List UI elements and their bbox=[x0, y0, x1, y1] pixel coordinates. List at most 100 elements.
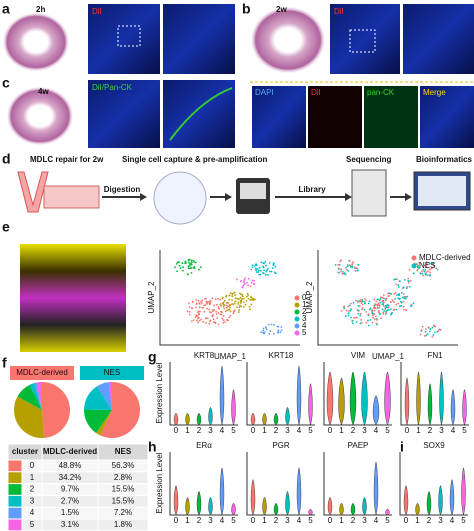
pie-slice bbox=[96, 410, 112, 436]
umap-point bbox=[407, 281, 410, 284]
umap-point bbox=[384, 298, 386, 300]
umap-point bbox=[359, 314, 362, 317]
umap-point bbox=[274, 265, 277, 268]
umap-point bbox=[399, 305, 401, 308]
umap-point bbox=[361, 303, 364, 306]
x-tick-label: 1 bbox=[185, 426, 190, 435]
umap-point bbox=[361, 300, 364, 303]
x-tick-label: 1 bbox=[415, 516, 420, 525]
umap-point bbox=[399, 300, 402, 303]
zoom-box bbox=[117, 25, 141, 47]
violin bbox=[349, 371, 357, 426]
x-tick-label: 3 bbox=[362, 516, 367, 525]
violin bbox=[285, 407, 290, 426]
umap-point bbox=[430, 267, 433, 270]
umap-point bbox=[211, 315, 214, 318]
umap-point bbox=[436, 330, 439, 333]
x-tick-label: 2 bbox=[428, 426, 433, 435]
umap-point bbox=[178, 261, 180, 263]
pie-slice bbox=[84, 386, 112, 410]
umap-point bbox=[179, 267, 182, 270]
umap-point bbox=[188, 313, 191, 316]
umap-point bbox=[237, 311, 240, 313]
violin bbox=[404, 377, 410, 426]
violin bbox=[296, 467, 302, 516]
umap-point bbox=[232, 303, 235, 306]
legend-label: NES bbox=[419, 261, 435, 270]
umap-point bbox=[267, 323, 270, 326]
umap-point bbox=[365, 310, 368, 313]
umap-point bbox=[245, 299, 248, 302]
umap-point bbox=[236, 278, 238, 281]
panel-d: d MDLC repair for 2w Single cell capture… bbox=[2, 151, 473, 225]
time-label: 2h bbox=[36, 5, 45, 14]
umap-point bbox=[213, 304, 216, 307]
panel-a: a 2h DiI bbox=[2, 1, 235, 74]
umap-point bbox=[206, 317, 209, 320]
umap-point bbox=[240, 280, 242, 283]
umap-point bbox=[425, 265, 428, 268]
umap-point bbox=[387, 306, 390, 308]
umap-point bbox=[257, 271, 260, 273]
umap-point bbox=[191, 301, 194, 303]
umap-point bbox=[266, 269, 268, 272]
x-tick-label: 3 bbox=[362, 426, 367, 435]
umap-point bbox=[228, 316, 231, 319]
umap-point bbox=[191, 307, 194, 310]
umap-point bbox=[376, 323, 378, 326]
umap-point bbox=[381, 296, 384, 299]
umap-point bbox=[217, 323, 220, 326]
umap-point bbox=[268, 333, 271, 335]
umap-point bbox=[241, 286, 244, 288]
umap-point bbox=[243, 280, 245, 283]
umap-point bbox=[174, 266, 176, 269]
umap-point bbox=[402, 286, 405, 289]
umap-point bbox=[224, 310, 227, 313]
umap-point bbox=[346, 264, 349, 266]
umap-point bbox=[394, 297, 397, 300]
umap-point bbox=[398, 280, 401, 283]
umap-point bbox=[195, 314, 198, 317]
umap-point bbox=[406, 285, 409, 288]
umap-point bbox=[372, 316, 374, 319]
epithelium bbox=[169, 87, 233, 141]
umap-point bbox=[397, 297, 400, 300]
pie-header bbox=[80, 366, 144, 380]
umap-point bbox=[376, 298, 379, 301]
umap-point bbox=[381, 303, 384, 306]
umap-point bbox=[217, 312, 220, 314]
umap-point bbox=[267, 273, 269, 276]
umap-point bbox=[377, 302, 380, 305]
umap-point bbox=[193, 267, 196, 269]
violin bbox=[308, 383, 313, 426]
umap-point bbox=[423, 264, 426, 267]
umap-point bbox=[212, 310, 214, 313]
umap-point bbox=[436, 268, 439, 271]
umap-point bbox=[419, 272, 422, 275]
umap-point bbox=[202, 306, 205, 309]
violin bbox=[372, 395, 380, 426]
umap-point bbox=[407, 277, 410, 280]
umap-point bbox=[225, 306, 228, 309]
x-tick-label: 2 bbox=[427, 516, 432, 525]
cluster-swatch bbox=[7, 506, 23, 520]
umap-point bbox=[198, 306, 201, 309]
violin bbox=[185, 497, 190, 516]
umap-point bbox=[189, 265, 191, 267]
umap-point bbox=[272, 262, 275, 264]
umap-point bbox=[404, 297, 407, 300]
umap-point bbox=[388, 294, 390, 297]
umap-point bbox=[203, 310, 206, 313]
umap-point bbox=[221, 296, 224, 299]
umap-point bbox=[192, 319, 195, 322]
header-text: MDLC-derived bbox=[43, 447, 97, 456]
umap-point bbox=[190, 263, 193, 266]
umap-point bbox=[423, 270, 426, 273]
violin bbox=[262, 497, 267, 516]
x-tick-label: 0 bbox=[174, 426, 179, 435]
y-axis-title: UMAP_2 bbox=[147, 281, 156, 314]
umap-point bbox=[373, 298, 376, 301]
x-tick-label: 4 bbox=[220, 426, 225, 435]
umap-point bbox=[347, 314, 350, 317]
violin bbox=[308, 508, 313, 516]
